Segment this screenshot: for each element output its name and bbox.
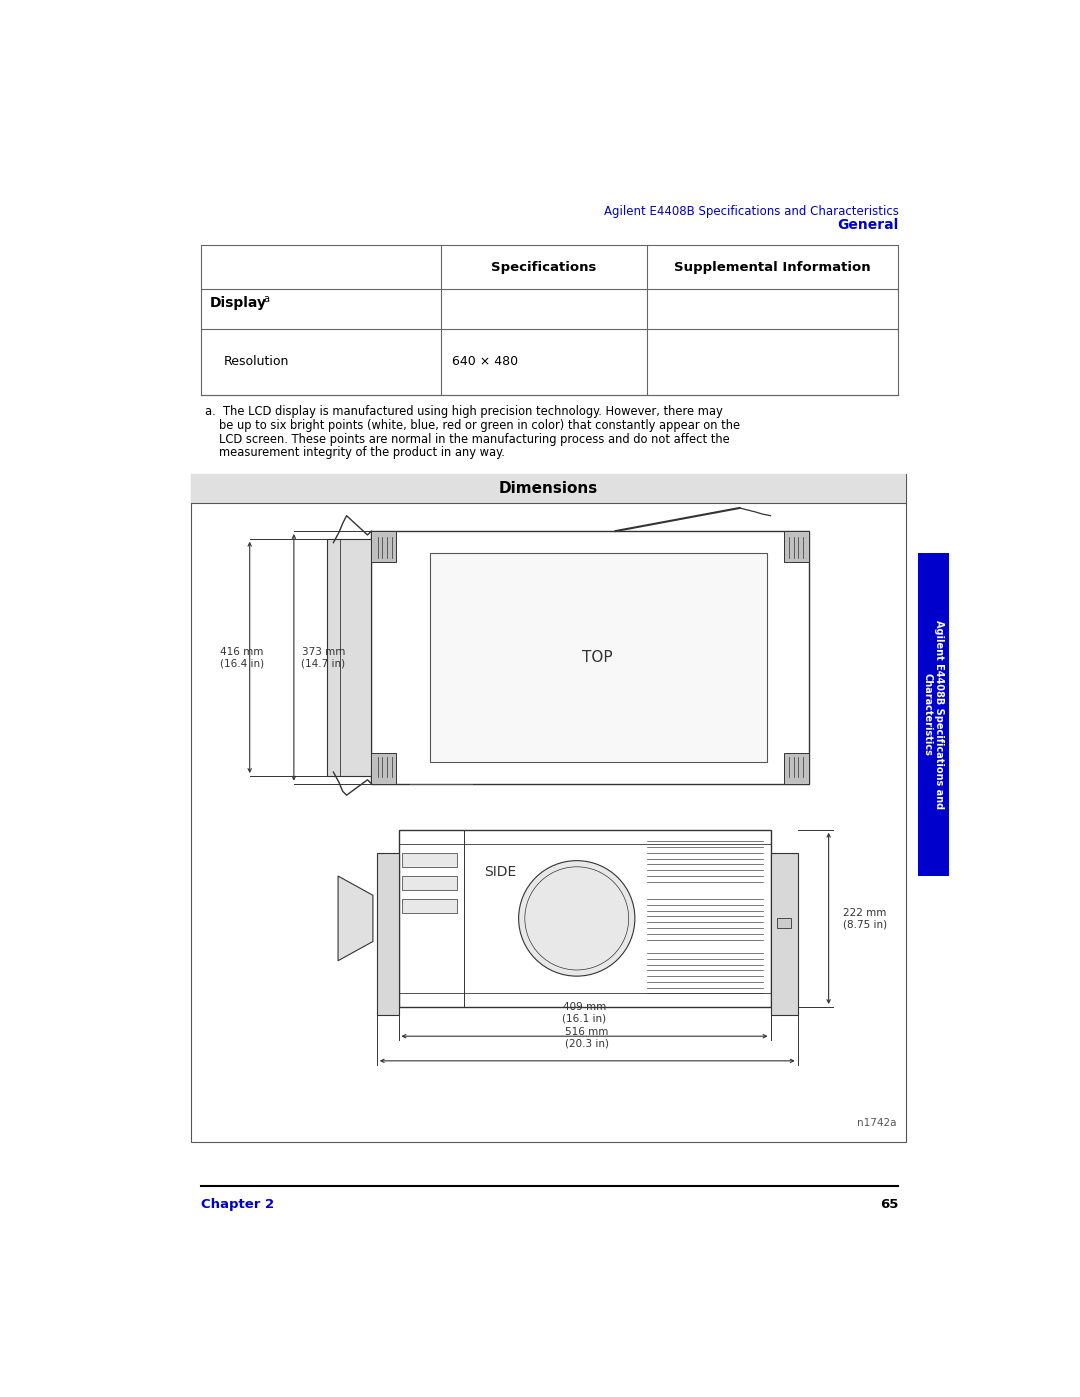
Bar bbox=[372, 531, 396, 562]
Text: Dimensions: Dimensions bbox=[499, 481, 597, 496]
Bar bbox=[430, 553, 767, 763]
Bar bbox=[191, 474, 906, 1141]
Bar bbox=[403, 900, 457, 914]
Bar bbox=[399, 830, 770, 1007]
Text: 222 mm
(8.75 in): 222 mm (8.75 in) bbox=[842, 908, 887, 929]
Text: LCD screen. These points are normal in the manufacturing process and do not affe: LCD screen. These points are normal in t… bbox=[218, 433, 729, 446]
Bar bbox=[372, 531, 809, 784]
Text: a.  The LCD display is manufactured using high precision technology. However, th: a. The LCD display is manufactured using… bbox=[205, 405, 723, 418]
Text: a: a bbox=[262, 293, 269, 303]
Text: Supplemental Information: Supplemental Information bbox=[674, 261, 870, 274]
Text: Specifications: Specifications bbox=[490, 261, 596, 274]
Bar bbox=[784, 531, 809, 562]
Text: 409 mm
(16.1 in): 409 mm (16.1 in) bbox=[563, 1002, 607, 1024]
Text: 516 mm
(20.3 in): 516 mm (20.3 in) bbox=[565, 1027, 609, 1049]
Text: TOP: TOP bbox=[582, 650, 613, 665]
Text: SIDE: SIDE bbox=[484, 865, 516, 879]
Circle shape bbox=[518, 861, 635, 977]
Bar bbox=[770, 854, 798, 1014]
Text: Agilent E4408B Specifications and Characteristics: Agilent E4408B Specifications and Charac… bbox=[604, 204, 899, 218]
Bar bbox=[403, 876, 457, 890]
Bar bbox=[191, 474, 906, 503]
Bar bbox=[327, 539, 372, 775]
Text: Agilent E4408B Specifications and
Characteristics: Agilent E4408B Specifications and Charac… bbox=[922, 620, 944, 809]
Text: n1742a: n1742a bbox=[858, 1118, 896, 1127]
Bar bbox=[377, 854, 399, 1014]
Circle shape bbox=[525, 866, 629, 970]
Text: 373 mm
(14.7 in): 373 mm (14.7 in) bbox=[301, 647, 346, 668]
Text: 65: 65 bbox=[880, 1197, 899, 1211]
Text: 640 × 480: 640 × 480 bbox=[451, 355, 518, 369]
Bar bbox=[918, 553, 948, 876]
Bar bbox=[403, 854, 457, 866]
Bar bbox=[372, 753, 396, 784]
Polygon shape bbox=[338, 876, 373, 961]
Text: General: General bbox=[837, 218, 899, 232]
Text: Display: Display bbox=[211, 296, 267, 310]
Bar bbox=[784, 753, 809, 784]
Text: measurement integrity of the product in any way.: measurement integrity of the product in … bbox=[218, 447, 504, 460]
Text: 416 mm
(16.4 in): 416 mm (16.4 in) bbox=[220, 647, 264, 668]
Text: Resolution: Resolution bbox=[225, 355, 289, 369]
Text: Chapter 2: Chapter 2 bbox=[201, 1197, 274, 1211]
Text: be up to six bright points (white, blue, red or green in color) that constantly : be up to six bright points (white, blue,… bbox=[218, 419, 740, 432]
Bar bbox=[777, 918, 791, 928]
